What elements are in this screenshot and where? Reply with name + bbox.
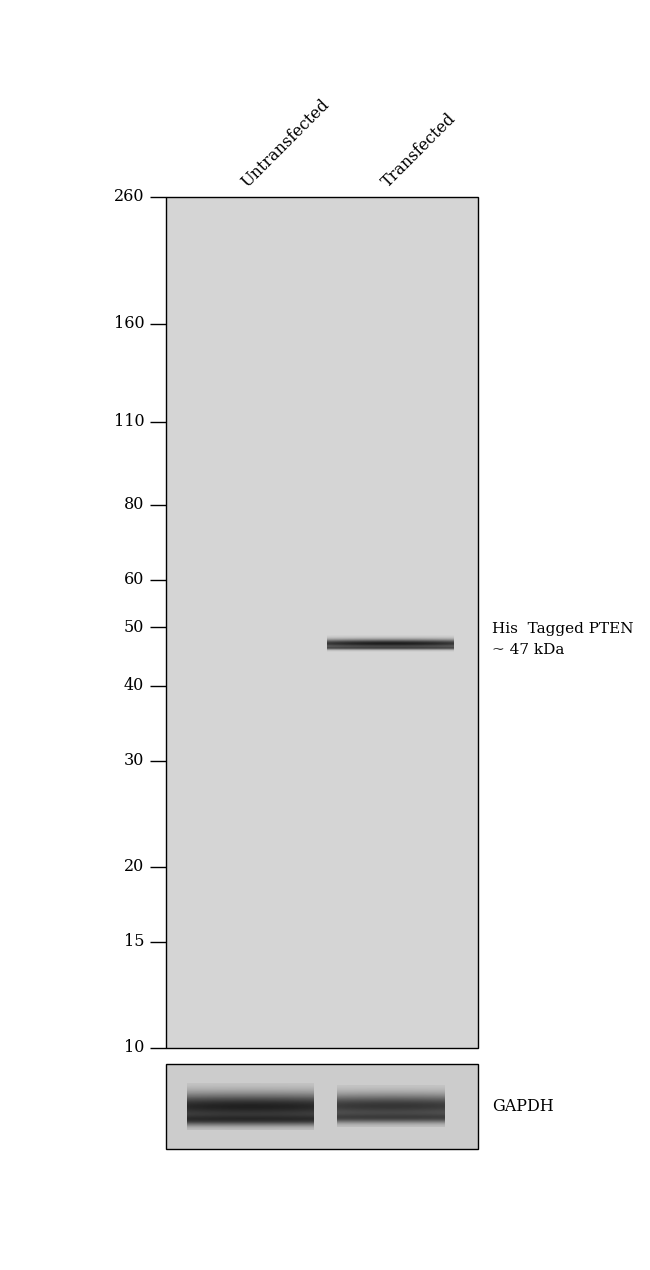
Text: 15: 15	[124, 933, 144, 950]
FancyBboxPatch shape	[166, 197, 478, 1048]
Text: Transfected: Transfected	[378, 109, 459, 190]
Text: 110: 110	[114, 413, 144, 431]
Text: 80: 80	[124, 497, 144, 513]
Text: 40: 40	[124, 677, 144, 695]
FancyBboxPatch shape	[166, 1064, 478, 1149]
Text: 260: 260	[114, 188, 144, 206]
Text: GAPDH: GAPDH	[492, 1099, 554, 1115]
Text: Untransfected: Untransfected	[238, 95, 333, 190]
Text: 10: 10	[124, 1039, 144, 1057]
Text: 20: 20	[124, 859, 144, 875]
Text: 160: 160	[114, 315, 144, 333]
Text: 50: 50	[124, 618, 144, 636]
Text: 30: 30	[124, 752, 144, 770]
Text: His  Tagged PTEN
~ 47 kDa: His Tagged PTEN ~ 47 kDa	[492, 622, 634, 657]
Text: 60: 60	[124, 572, 144, 588]
